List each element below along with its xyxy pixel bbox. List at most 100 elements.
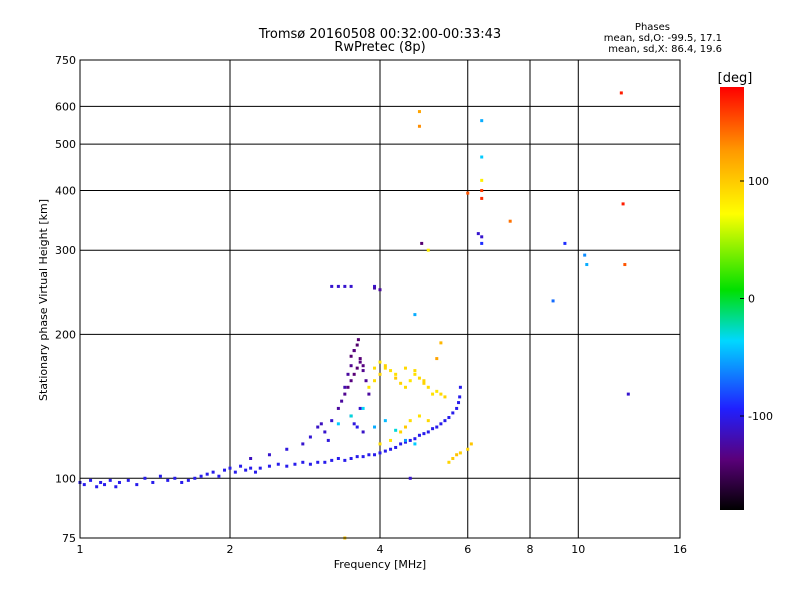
data-point <box>439 392 443 396</box>
y-axis-label: Stationary phase Virtual Height [km] <box>37 199 50 401</box>
data-point <box>173 476 177 480</box>
data-point <box>258 466 262 470</box>
data-point <box>364 379 368 383</box>
data-point <box>439 341 443 345</box>
data-point <box>361 364 365 368</box>
data-point <box>336 406 340 410</box>
data-point <box>394 372 398 376</box>
x-axis-label: Frequency [MHz] <box>334 558 426 571</box>
data-point <box>417 414 421 418</box>
data-point <box>435 357 439 361</box>
grid-layer <box>80 60 680 538</box>
data-point <box>349 456 353 460</box>
data-point <box>469 442 473 446</box>
data-point <box>330 458 334 462</box>
data-point <box>451 411 455 415</box>
data-point <box>336 422 340 426</box>
data-point <box>367 453 371 457</box>
data-point <box>211 470 215 474</box>
data-point <box>308 435 312 439</box>
x-tick-label: 2 <box>227 543 234 556</box>
y-tick-label: 300 <box>55 244 76 257</box>
data-point <box>355 343 359 347</box>
data-point <box>89 478 93 482</box>
data-point <box>383 366 387 370</box>
data-point <box>394 445 398 449</box>
data-point <box>431 392 435 396</box>
x-tick-label: 1 <box>77 543 84 556</box>
data-point <box>249 456 253 460</box>
data-point <box>455 453 459 457</box>
data-point <box>399 381 403 385</box>
data-point <box>367 385 371 389</box>
data-point <box>447 460 451 464</box>
data-point <box>480 119 484 123</box>
colorbar-tick-label: -100 <box>748 410 773 423</box>
y-tick-label: 500 <box>55 138 76 151</box>
data-point <box>619 91 623 95</box>
data-point <box>361 406 365 410</box>
colorbar-ticks-layer: 100 0 -100 <box>740 175 773 423</box>
data-point <box>355 455 359 459</box>
data-point <box>426 430 430 434</box>
data-point <box>378 360 382 364</box>
data-point <box>623 263 627 267</box>
data-point <box>480 196 484 200</box>
data-point <box>458 385 462 389</box>
data-point <box>361 369 365 373</box>
data-point <box>308 462 312 466</box>
data-point <box>361 430 365 434</box>
data-point <box>373 286 377 290</box>
y-tick-label: 200 <box>55 328 76 341</box>
data-point <box>336 456 340 460</box>
phases-heading: Phases <box>634 22 670 33</box>
data-point <box>466 447 470 451</box>
data-point <box>443 419 447 423</box>
data-point <box>417 376 421 380</box>
data-point <box>253 470 257 474</box>
data-point <box>403 425 407 429</box>
data-point <box>343 458 347 462</box>
data-point <box>458 395 462 399</box>
data-point <box>352 349 356 353</box>
data-point <box>355 425 359 429</box>
data-point <box>301 442 305 446</box>
x-tick-label: 16 <box>673 543 687 556</box>
data-point <box>180 480 184 484</box>
data-point <box>249 466 253 470</box>
data-point <box>319 422 323 426</box>
data-point <box>82 483 86 487</box>
data-point <box>135 483 139 487</box>
data-point <box>378 442 382 446</box>
data-point <box>114 485 118 489</box>
data-point <box>358 360 362 364</box>
data-point <box>451 456 455 460</box>
data-point <box>223 468 227 472</box>
chart-title: Tromsø 20160508 00:32:00-00:33:43 <box>258 27 502 42</box>
tick-labels-layer: 1 2 4 6 8 10 16 75 100 200 300 400 500 600 750 <box>55 54 687 556</box>
data-point <box>583 253 587 257</box>
colorbar-label: [deg] <box>718 71 753 86</box>
data-point <box>413 372 417 376</box>
data-point <box>340 399 344 403</box>
data-point <box>408 419 412 423</box>
data-point <box>394 376 398 380</box>
data-point <box>143 476 147 480</box>
data-point <box>239 464 243 468</box>
data-point <box>343 385 347 389</box>
data-point <box>355 366 359 370</box>
x-tick-label: 4 <box>377 543 384 556</box>
data-point <box>413 442 417 446</box>
data-point <box>244 468 248 472</box>
y-tick-label: 750 <box>55 54 76 67</box>
data-point <box>621 202 625 206</box>
data-point <box>373 425 377 429</box>
data-point <box>186 478 190 482</box>
data-point <box>426 385 430 389</box>
data-point <box>435 389 439 393</box>
data-point <box>126 478 130 482</box>
data-points-layer <box>78 91 630 540</box>
data-point <box>151 480 155 484</box>
data-point <box>383 449 387 453</box>
